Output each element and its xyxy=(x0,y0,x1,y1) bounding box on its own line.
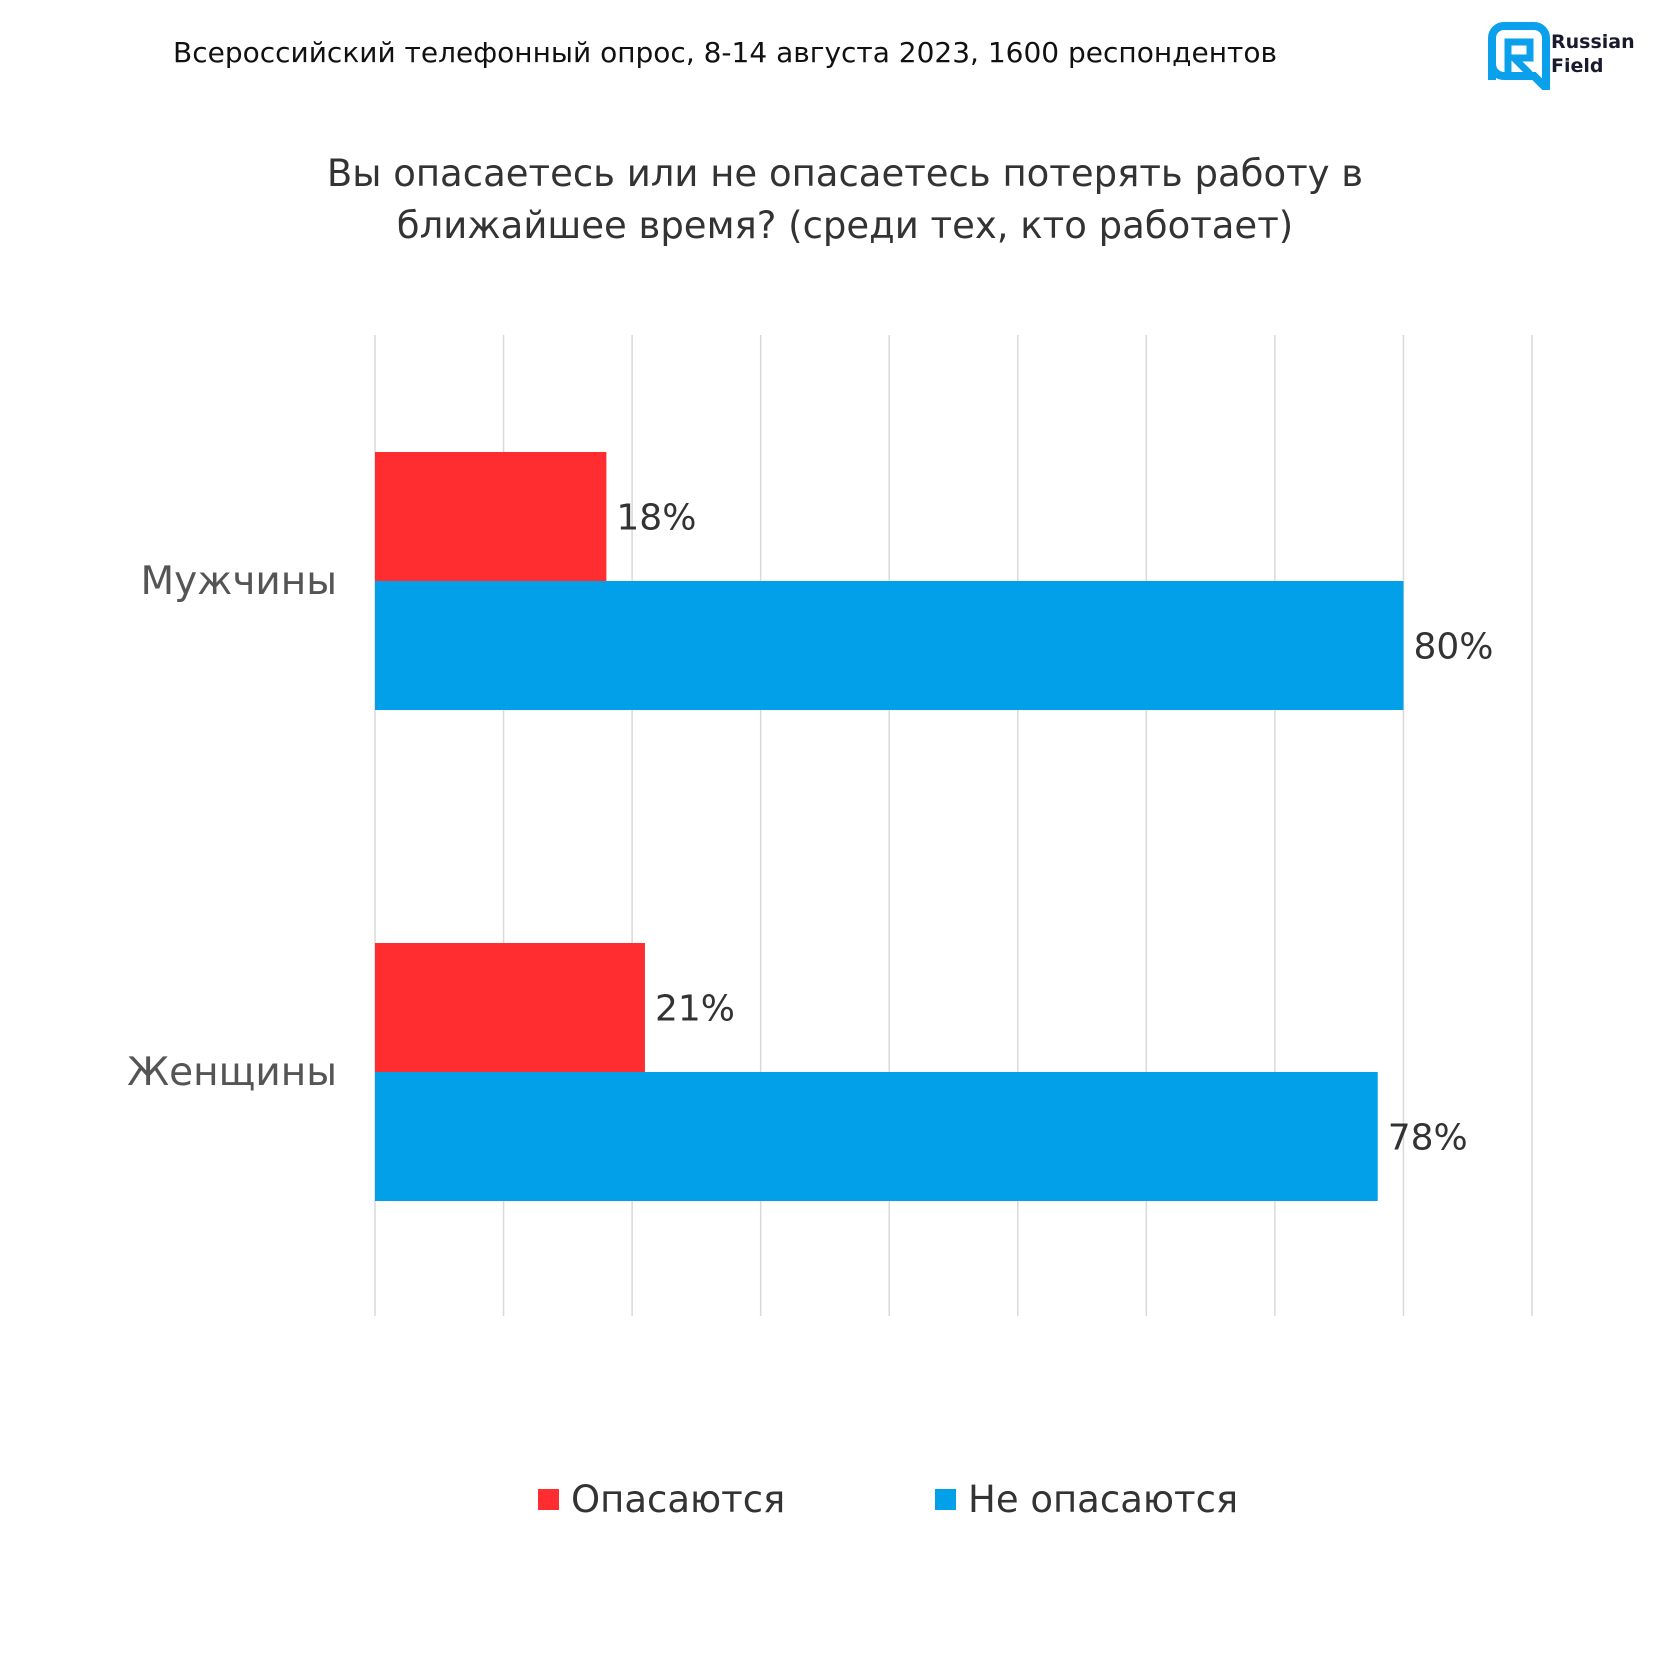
bar-fear xyxy=(375,943,645,1072)
survey-header: Всероссийский телефонный опрос, 8-14 авг… xyxy=(173,36,1277,69)
data-label: 21% xyxy=(655,989,735,1030)
legend-item-fear: Опасаются xyxy=(538,1478,785,1521)
data-label: 80% xyxy=(1413,627,1493,668)
legend-item-no-fear: Не опасаются xyxy=(935,1478,1238,1521)
legend-swatch-blue xyxy=(935,1489,956,1510)
category-label: Женщины xyxy=(127,1050,337,1095)
data-label: 78% xyxy=(1388,1118,1468,1159)
data-label: 18% xyxy=(616,498,696,539)
legend-label: Опасаются xyxy=(571,1478,786,1521)
category-label: Мужчины xyxy=(140,559,337,604)
chart-title-line2: ближайшее время? (среди тех, кто работае… xyxy=(396,204,1294,247)
logo-line2: Field xyxy=(1551,55,1604,77)
russian-field-logo-icon xyxy=(1488,22,1550,90)
bar-no-fear xyxy=(375,1072,1378,1201)
legend-label: Не опасаются xyxy=(968,1478,1239,1521)
logo-text: Russian Field xyxy=(1551,30,1635,78)
legend-swatch-red xyxy=(538,1489,559,1510)
chart-title-line1: Вы опасаетесь или не опасаетесь потерять… xyxy=(326,152,1364,195)
bar-no-fear xyxy=(375,581,1404,710)
logo-line1: Russian xyxy=(1551,31,1635,53)
chart-title: Вы опасаетесь или не опасаетесь потерять… xyxy=(200,148,1490,252)
bar-fear xyxy=(375,452,607,581)
